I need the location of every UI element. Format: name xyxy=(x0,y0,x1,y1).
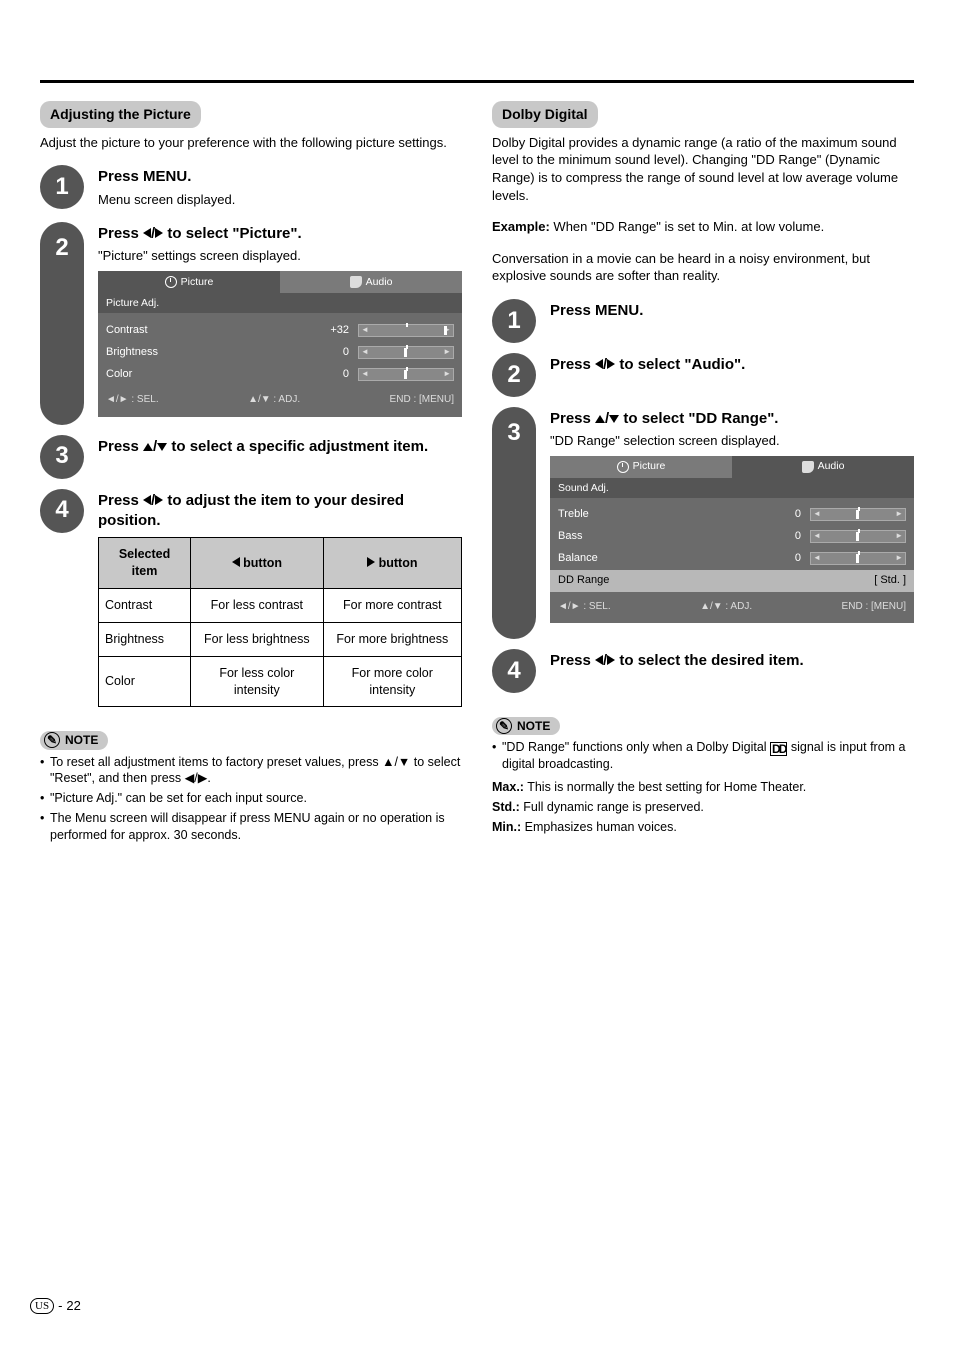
osd-tab-audio: Audio xyxy=(280,271,462,293)
page-footer: US - 22 xyxy=(30,1297,81,1315)
osd-tab-picture-2: Picture xyxy=(550,456,732,478)
pencil-icon-2: ✎ xyxy=(496,718,512,734)
up-arrow-icon xyxy=(143,443,153,451)
osd-row-ddrange: DD Range [ Std. ] xyxy=(550,570,914,592)
note-body-r: "DD Range" functions only when a Dolby D… xyxy=(492,739,914,836)
osd-picture: Picture Audio Picture Adj. Contrast +32 … xyxy=(98,271,462,417)
osd-row-bass: Bass 0 ◄► xyxy=(558,526,906,548)
clock-icon xyxy=(165,276,177,288)
r-step1-title: Press MENU. xyxy=(550,301,914,321)
r-step-badge-3: 3 xyxy=(492,407,536,639)
r-step3-title: Press / to select "DD Range". xyxy=(550,409,914,429)
osd-footer: ◄/► : SEL. ▲/▼ : ADJ. END : [MENU] xyxy=(98,391,462,409)
th-right: button xyxy=(323,538,461,589)
osd-footer-2: ◄/► : SEL. ▲/▼ : ADJ. END : [MENU] xyxy=(550,598,914,616)
r-step-badge-4: 4 xyxy=(492,649,536,693)
r-step4-title: Press / to select the desired item. xyxy=(550,651,914,671)
left-column: Adjusting the Picture Adjust the picture… xyxy=(40,101,462,847)
osd-row-treble: Treble 0 ◄► xyxy=(558,504,906,526)
osd-tab-picture: Picture xyxy=(98,271,280,293)
dolby-section-label: Dolby Digital xyxy=(492,101,598,128)
step2-title: Press / to select "Picture". xyxy=(98,224,462,244)
adjustment-table: Selected item button button Contrast For… xyxy=(98,537,462,707)
table-row: Contrast For less contrast For more cont… xyxy=(99,588,462,622)
osd-sub-audio: Sound Adj. xyxy=(550,478,914,498)
down-arrow-icon xyxy=(157,443,167,451)
r-step3-desc: "DD Range" selection screen displayed. xyxy=(550,432,914,450)
pencil-icon: ✎ xyxy=(44,732,60,748)
r-step2-title: Press / to select "Audio". xyxy=(550,355,914,375)
step-badge-3: 3 xyxy=(40,435,84,479)
picture-section-label: Adjusting the Picture xyxy=(40,101,201,128)
step-badge-4: 4 xyxy=(40,489,84,533)
th-left: button xyxy=(191,538,324,589)
slider-icon: ◄► xyxy=(358,324,454,337)
left-arrow-icon xyxy=(143,228,151,238)
dolby-logo-icon: DD xyxy=(770,742,787,756)
osd-row-contrast: Contrast +32 ◄► xyxy=(106,319,454,341)
step4-title: Press / to adjust the item to your desir… xyxy=(98,491,462,532)
step1-desc: Menu screen displayed. xyxy=(98,191,462,209)
r-step-badge-1: 1 xyxy=(492,299,536,343)
region-badge: US xyxy=(30,1298,54,1314)
step-badge-1: 1 xyxy=(40,165,84,209)
step-badge-2: 2 xyxy=(40,222,84,424)
note-list: To reset all adjustment items to factory… xyxy=(40,754,462,844)
osd-audio: Picture Audio Sound Adj. Treble 0 ◄► Ba xyxy=(550,456,914,624)
step3-title: Press / to select a specific adjustment … xyxy=(98,437,462,457)
th-item: Selected item xyxy=(99,538,191,589)
note-icon xyxy=(350,276,362,288)
picture-section-sub: Adjust the picture to your preference wi… xyxy=(40,134,462,152)
table-row: Brightness For less brightness For more … xyxy=(99,622,462,656)
osd-row-color: Color 0 ◄► xyxy=(106,363,454,385)
osd-row-balance: Balance 0 ◄► xyxy=(558,548,906,570)
dolby-example: Example: When "DD Range" is set to Min. … xyxy=(492,218,914,236)
right-column: Dolby Digital Dolby Digital provides a d… xyxy=(492,101,914,847)
dolby-desc-2: Conversation in a movie can be heard in … xyxy=(492,250,914,285)
osd-tab-audio-2: Audio xyxy=(732,456,914,478)
r-step-badge-2: 2 xyxy=(492,353,536,397)
dolby-desc-1: Dolby Digital provides a dynamic range (… xyxy=(492,134,914,204)
step1-title: Press MENU. xyxy=(98,167,462,187)
step2-desc: "Picture" settings screen displayed. xyxy=(98,247,462,265)
osd-row-brightness: Brightness 0 ◄► xyxy=(106,341,454,363)
note-badge-r: ✎ NOTE xyxy=(492,717,560,735)
osd-subtitle: Picture Adj. xyxy=(98,293,462,313)
table-row: Color For less color intensity For more … xyxy=(99,656,462,707)
note-badge: ✎ NOTE xyxy=(40,731,108,749)
